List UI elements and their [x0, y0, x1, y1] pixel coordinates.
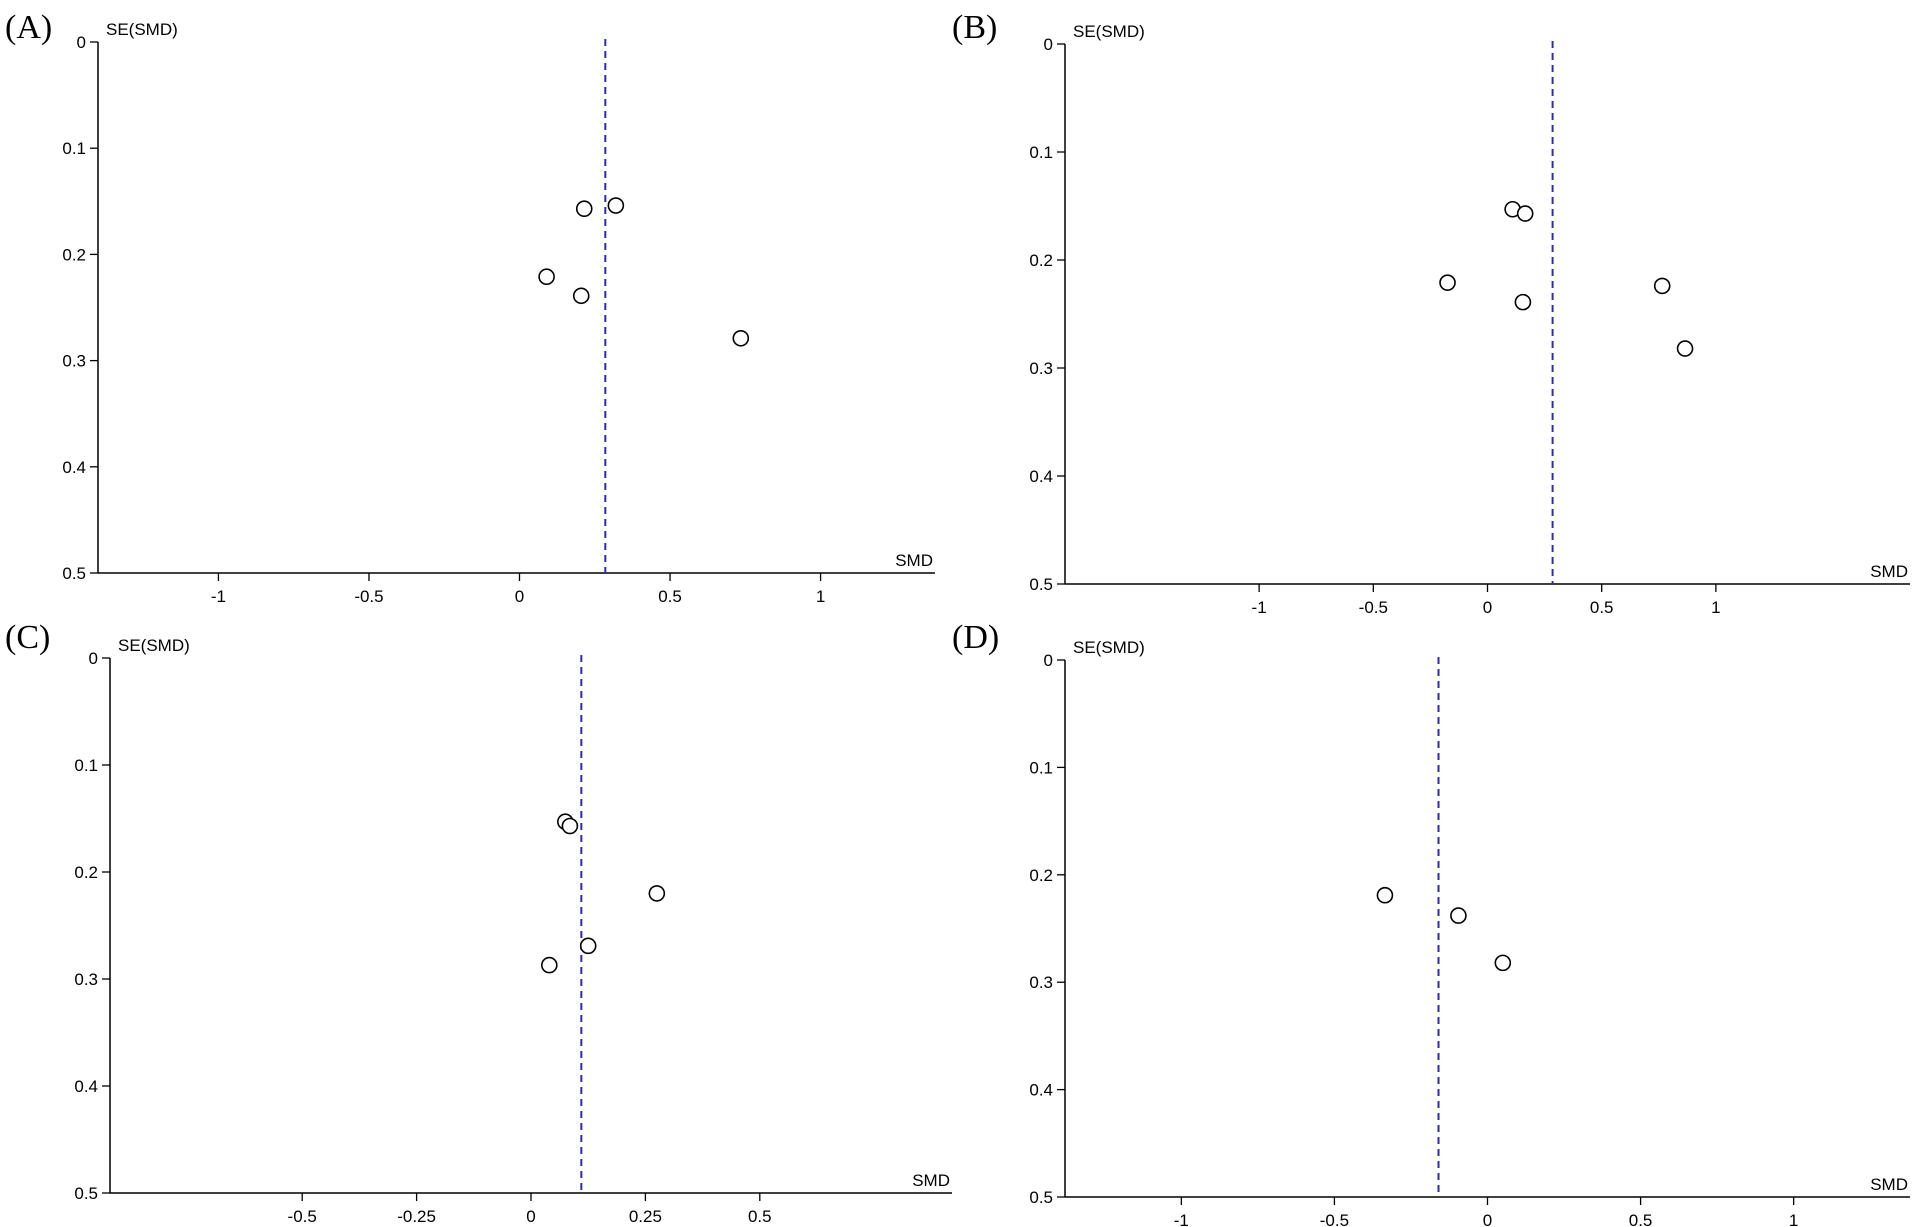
y-tick-label: 0 [1044, 651, 1053, 670]
x-tick-label: 0 [1483, 1211, 1492, 1227]
y-tick-label: 0.5 [1029, 1188, 1053, 1207]
study-point [561, 817, 579, 835]
y-tick-label: 0.2 [1029, 251, 1053, 270]
x-tick-label: 0 [515, 587, 524, 606]
x-tick-label: -0.5 [354, 587, 383, 606]
panel-label: (A) [5, 9, 52, 46]
x-tick-label: 0 [526, 1207, 535, 1226]
y-tick-label: 0.4 [62, 458, 86, 477]
funnel-plot-panel: (C) 0 0.1 0.2 0.3 0.4 0.5 -0.5 -0.25 0 0.25 0.5 SE(S… [5, 619, 952, 1226]
y-tick-label: 0.1 [1029, 758, 1053, 777]
y-tick-label: 0 [77, 33, 86, 52]
y-tick-label: 0.4 [1029, 1081, 1053, 1100]
x-tick-label: -0.5 [1359, 598, 1388, 617]
y-tick-label: 0.3 [62, 352, 86, 371]
y-axis-title: SE(SMD) [1073, 22, 1145, 41]
x-tick-label: -1 [1252, 598, 1267, 617]
y-tick-label: 0.5 [74, 1184, 98, 1203]
x-tick-label: 1 [816, 587, 825, 606]
panel-label: (D) [952, 619, 999, 656]
y-axis-title: SE(SMD) [106, 20, 178, 39]
y-tick-label: 0.1 [62, 139, 86, 158]
y-tick-label: 0.2 [62, 245, 86, 264]
panel-label: (B) [952, 9, 997, 46]
x-tick-label: 0.25 [629, 1207, 662, 1226]
y-tick-label: 0.4 [1029, 467, 1053, 486]
x-tick-label: 0.5 [748, 1207, 772, 1226]
x-tick-label: 1 [1711, 598, 1720, 617]
x-axis-title: SMD [1870, 562, 1908, 581]
x-tick-label: -0.5 [288, 1207, 317, 1226]
x-tick-label: 0.5 [1629, 1211, 1653, 1227]
y-tick-label: 0.1 [1029, 143, 1053, 162]
study-point [575, 200, 593, 218]
y-tick-label: 0.5 [62, 564, 86, 583]
study-point [572, 287, 590, 305]
panel-label: (C) [5, 619, 50, 656]
y-tick-label: 0.2 [1029, 866, 1053, 885]
x-axis-title: SMD [895, 551, 933, 570]
y-axis-title: SE(SMD) [118, 636, 190, 655]
x-tick-label: 0 [1483, 598, 1492, 617]
y-tick-label: 0 [1044, 35, 1053, 54]
study-point [1676, 340, 1694, 357]
y-tick-label: 0.4 [74, 1077, 98, 1096]
x-tick-label: -0.25 [397, 1207, 436, 1226]
funnel-plot-panel: (B) 0 0.1 0.2 0.3 0.4 0.5 -1 -0.5 0 0.5 1 SE(SMD) SMD [952, 9, 1910, 617]
study-point [1450, 907, 1467, 924]
x-axis-title: SMD [912, 1171, 950, 1190]
x-tick-label: -0.5 [1320, 1211, 1349, 1227]
x-tick-label: 0.5 [1590, 598, 1614, 617]
study-point [538, 268, 555, 286]
study-point [732, 329, 750, 347]
study-point [1514, 293, 1532, 311]
funnel-plot-panel: (D) 0 0.1 0.2 0.3 0.4 0.5 -1 -0.5 0 0.5 1 SE(SMD) SMD [952, 619, 1910, 1227]
x-tick-label: -1 [1174, 1211, 1189, 1227]
study-point [607, 197, 625, 214]
x-tick-label: 0.5 [658, 587, 682, 606]
study-point [1653, 277, 1671, 295]
y-tick-label: 0.2 [74, 863, 98, 882]
x-tick-label: 1 [1789, 1211, 1798, 1227]
study-point [1376, 886, 1394, 904]
y-tick-label: 0.3 [1029, 359, 1053, 378]
study-point [1516, 205, 1534, 222]
y-tick-label: 0.5 [1029, 575, 1053, 594]
y-tick-label: 0.1 [74, 756, 98, 775]
study-point [1439, 274, 1456, 291]
y-axis-title: SE(SMD) [1073, 638, 1145, 657]
x-axis-title: SMD [1870, 1175, 1908, 1194]
y-tick-label: 0.3 [74, 970, 98, 989]
funnel-plot-panel: (A) 0 0.1 0.2 0.3 0.4 0.5 -1 -0.5 0 0.5 1 SE(SMD) SMD [5, 9, 935, 606]
y-tick-label: 0.3 [1029, 973, 1053, 992]
study-point [579, 937, 597, 955]
study-point [648, 885, 666, 902]
study-point [541, 956, 558, 974]
x-tick-label: -1 [211, 587, 226, 606]
y-tick-label: 0 [89, 649, 98, 668]
study-point [1494, 954, 1512, 972]
